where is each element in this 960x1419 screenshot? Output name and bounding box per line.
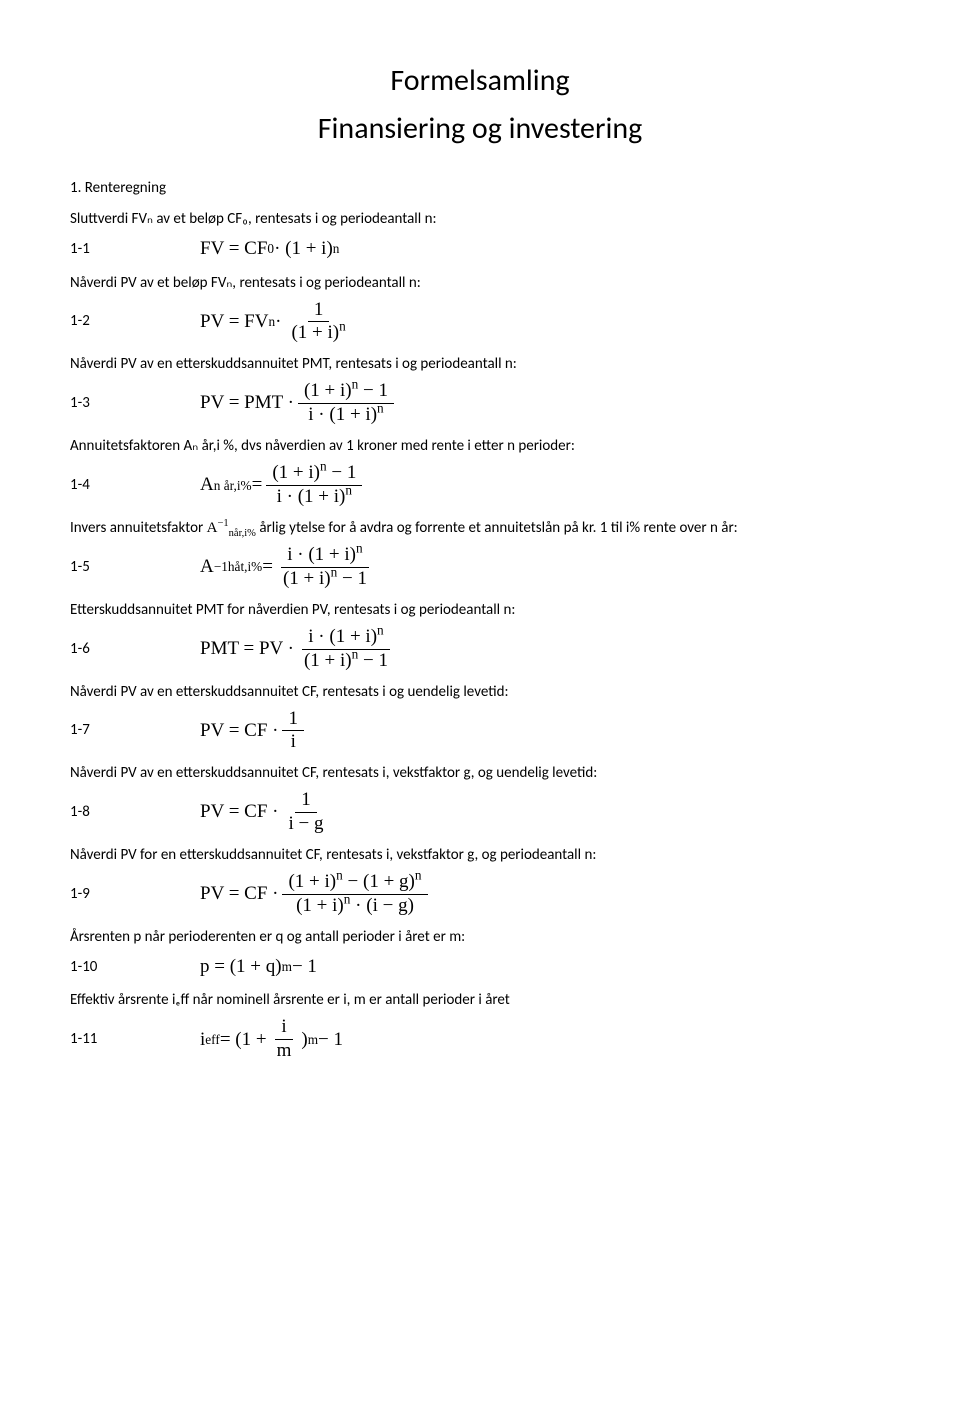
formula-number: 1-10 (70, 957, 200, 978)
formula: FV = CF0 · (1 + i)n (200, 236, 339, 263)
formula-desc: Nåverdi PV av en etterskuddsannuitet CF,… (70, 682, 890, 703)
formula: A−1håt,i% = i · (1 + i)n (1 + i)n − 1 (200, 545, 377, 590)
formula-desc: Årsrenten p når perioderenten er q og an… (70, 927, 890, 948)
formula-number: 1-1 (70, 239, 200, 260)
formula-number: 1-6 (70, 639, 200, 660)
formula-row: 1-4 An år,i% = (1 + i)n − 1 i · (1 + i)n (70, 463, 890, 508)
formula-row: 1-5 A−1håt,i% = i · (1 + i)n (1 + i)n − … (70, 545, 890, 590)
formula-desc: Sluttverdi FVₙ av et beløp CF₀, rentesat… (70, 209, 890, 230)
formula-number: 1-9 (70, 884, 200, 905)
formula-desc: Nåverdi PV av et beløp FVₙ, rentesats i … (70, 273, 890, 294)
formula: An år,i% = (1 + i)n − 1 i · (1 + i)n (200, 463, 366, 508)
formula-desc: Nåverdi PV av en etterskuddsannuitet PMT… (70, 354, 890, 375)
formula: p = (1 + q)m − 1 (200, 954, 317, 981)
page-title-line2: Finansiering og investering (70, 108, 890, 150)
formula-row: 1-6 PMT = PV · i · (1 + i)n (1 + i)n − 1 (70, 627, 890, 672)
formula-desc: Effektiv årsrente iₑff når nominell årsr… (70, 990, 890, 1011)
formula-row: 1-8 PV = CF · 1 i − g (70, 790, 890, 835)
formula: ieff = (1 + i m )m − 1 (200, 1017, 343, 1062)
formula-desc: Invers annuitetsfaktor A−1når,i% årlig y… (70, 518, 890, 539)
formula-row: 1-1 FV = CF0 · (1 + i)n (70, 236, 890, 263)
formula: PV = CF · 1 i (200, 709, 308, 754)
formula-desc: Nåverdi PV av en etterskuddsannuitet CF,… (70, 763, 890, 784)
formula-desc: Etterskuddsannuitet PMT for nåverdien PV… (70, 600, 890, 621)
formula: PV = CF · 1 i − g (200, 790, 333, 835)
formula-row: 1-3 PV = PMT · (1 + i)n − 1 i · (1 + i)n (70, 381, 890, 426)
formula-number: 1-8 (70, 802, 200, 823)
formula: PV = CF · (1 + i)n − (1 + g)n (1 + i)n ·… (200, 872, 432, 917)
formula-number: 1-11 (70, 1029, 200, 1050)
formula-row: 1-2 PV = FVn · 1 (1 + i)n (70, 300, 890, 345)
formula-number: 1-4 (70, 475, 200, 496)
formula: PV = FVn · 1 (1 + i)n (200, 300, 356, 345)
formula-desc: Annuitetsfaktoren Aₙ år,i %, dvs nåverdi… (70, 436, 890, 457)
formula-row: 1-7 PV = CF · 1 i (70, 709, 890, 754)
formula-number: 1-7 (70, 720, 200, 741)
formula-row: 1-9 PV = CF · (1 + i)n − (1 + g)n (1 + i… (70, 872, 890, 917)
formula-desc: Nåverdi PV for en etterskuddsannuitet CF… (70, 845, 890, 866)
section-heading: 1. Renteregning (70, 178, 890, 199)
formula-row: 1-10 p = (1 + q)m − 1 (70, 954, 890, 981)
formula-number: 1-2 (70, 311, 200, 332)
page-title-line1: Formelsamling (70, 60, 890, 102)
formula: PMT = PV · i · (1 + i)n (1 + i)n − 1 (200, 627, 398, 672)
formula-row: 1-11 ieff = (1 + i m )m − 1 (70, 1017, 890, 1062)
formula-number: 1-5 (70, 557, 200, 578)
formula-number: 1-3 (70, 393, 200, 414)
formula: PV = PMT · (1 + i)n − 1 i · (1 + i)n (200, 381, 398, 426)
